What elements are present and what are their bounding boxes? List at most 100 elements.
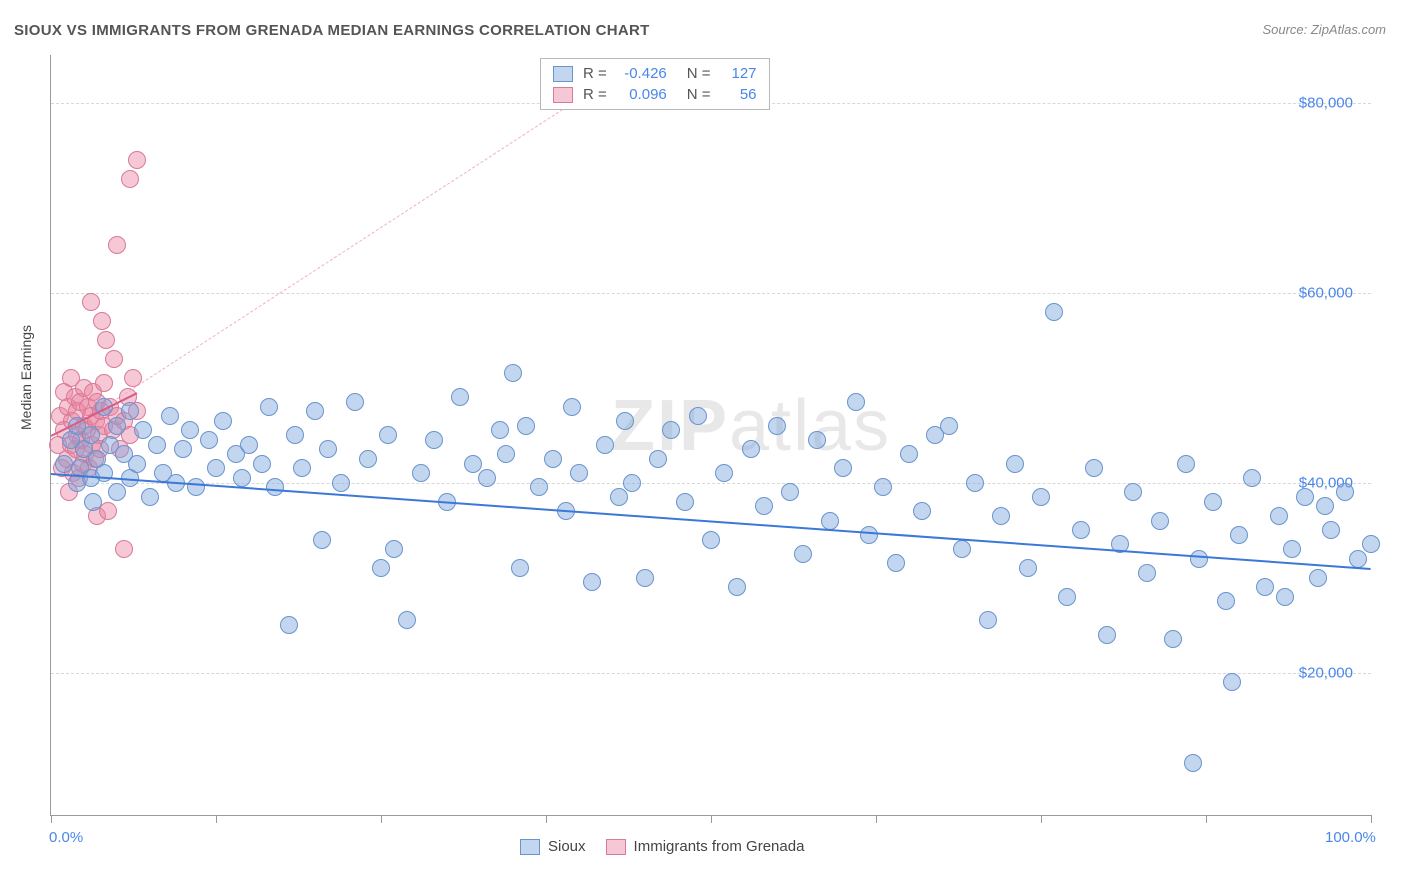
scatter-point [121,402,139,420]
scatter-point [385,540,403,558]
scatter-point [689,407,707,425]
scatter-point [1283,540,1301,558]
x-tick [1041,815,1042,823]
scatter-point [108,483,126,501]
scatter-point [1124,483,1142,501]
scatter-point [610,488,628,506]
x-tick [1371,815,1372,823]
scatter-point [623,474,641,492]
scatter-point [319,440,337,458]
scatter-point [768,417,786,435]
x-tick [381,815,382,823]
scatter-point [992,507,1010,525]
scatter-point [1006,455,1024,473]
scatter-point [913,502,931,520]
x-tick [51,815,52,823]
scatter-point [121,170,139,188]
scatter-point [517,417,535,435]
x-tick [216,815,217,823]
scatter-point [1072,521,1090,539]
scatter-point [97,331,115,349]
scatter-point [141,488,159,506]
scatter-point [940,417,958,435]
x-tick [546,815,547,823]
scatter-point [105,350,123,368]
n-value: 56 [721,86,757,103]
scatter-point [979,611,997,629]
gridline [51,673,1371,674]
scatter-point [84,493,102,511]
n-label: N = [687,86,711,103]
scatter-point [662,421,680,439]
scatter-point [214,412,232,430]
plot-area: $20,000$40,000$60,000$80,0000.0%100.0%ZI… [50,55,1371,816]
scatter-point [412,464,430,482]
scatter-point [207,459,225,477]
scatter-point [1190,550,1208,568]
legend-item: Sioux [520,838,586,855]
stats-legend: R =-0.426N =127 R = 0.096 N = 56 [540,58,770,110]
y-tick-label: $20,000 [1299,664,1353,681]
scatter-point [1230,526,1248,544]
legend-label: Immigrants from Grenada [634,838,805,855]
scatter-point [1019,559,1037,577]
scatter-point [649,450,667,468]
scatter-point [636,569,654,587]
scatter-point [1164,630,1182,648]
scatter-point [266,478,284,496]
leader-line [104,98,580,408]
scatter-point [280,616,298,634]
scatter-point [1151,512,1169,530]
n-label: N = [687,65,711,82]
legend-swatch [520,839,540,855]
scatter-point [596,436,614,454]
scatter-point [887,554,905,572]
scatter-point [834,459,852,477]
r-value: 0.096 [617,86,667,103]
scatter-point [115,540,133,558]
scatter-point [728,578,746,596]
scatter-point [1085,459,1103,477]
scatter-point [1256,578,1274,596]
scatter-point [1309,569,1327,587]
scatter-point [128,455,146,473]
x-tick-label: 100.0% [1325,829,1376,846]
scatter-point [240,436,258,454]
scatter-point [563,398,581,416]
scatter-point [742,440,760,458]
scatter-point [372,559,390,577]
scatter-point [313,531,331,549]
scatter-point [93,312,111,330]
stats-row: R = 0.096 N = 56 [541,84,769,105]
scatter-point [874,478,892,496]
x-tick-label: 0.0% [49,829,83,846]
trend-line [51,473,1371,570]
scatter-point [187,478,205,496]
legend-item: Immigrants from Grenada [606,838,805,855]
scatter-point [1098,626,1116,644]
stats-row: R =-0.426N =127 [541,63,769,84]
scatter-point [821,512,839,530]
scatter-point [1316,497,1334,515]
scatter-point [253,455,271,473]
scatter-point [233,469,251,487]
scatter-point [1296,488,1314,506]
scatter-point [583,573,601,591]
source-attribution: Source: ZipAtlas.com [1262,22,1386,37]
scatter-point [808,431,826,449]
x-tick [876,815,877,823]
scatter-point [1349,550,1367,568]
scatter-point [82,293,100,311]
r-label: R = [583,86,607,103]
scatter-point [148,436,166,454]
scatter-point [346,393,364,411]
scatter-point [359,450,377,468]
scatter-point [108,236,126,254]
y-axis-label: Median Earnings [18,325,34,430]
scatter-point [1177,455,1195,473]
scatter-point [1138,564,1156,582]
scatter-point [260,398,278,416]
scatter-point [181,421,199,439]
scatter-point [174,440,192,458]
scatter-point [715,464,733,482]
